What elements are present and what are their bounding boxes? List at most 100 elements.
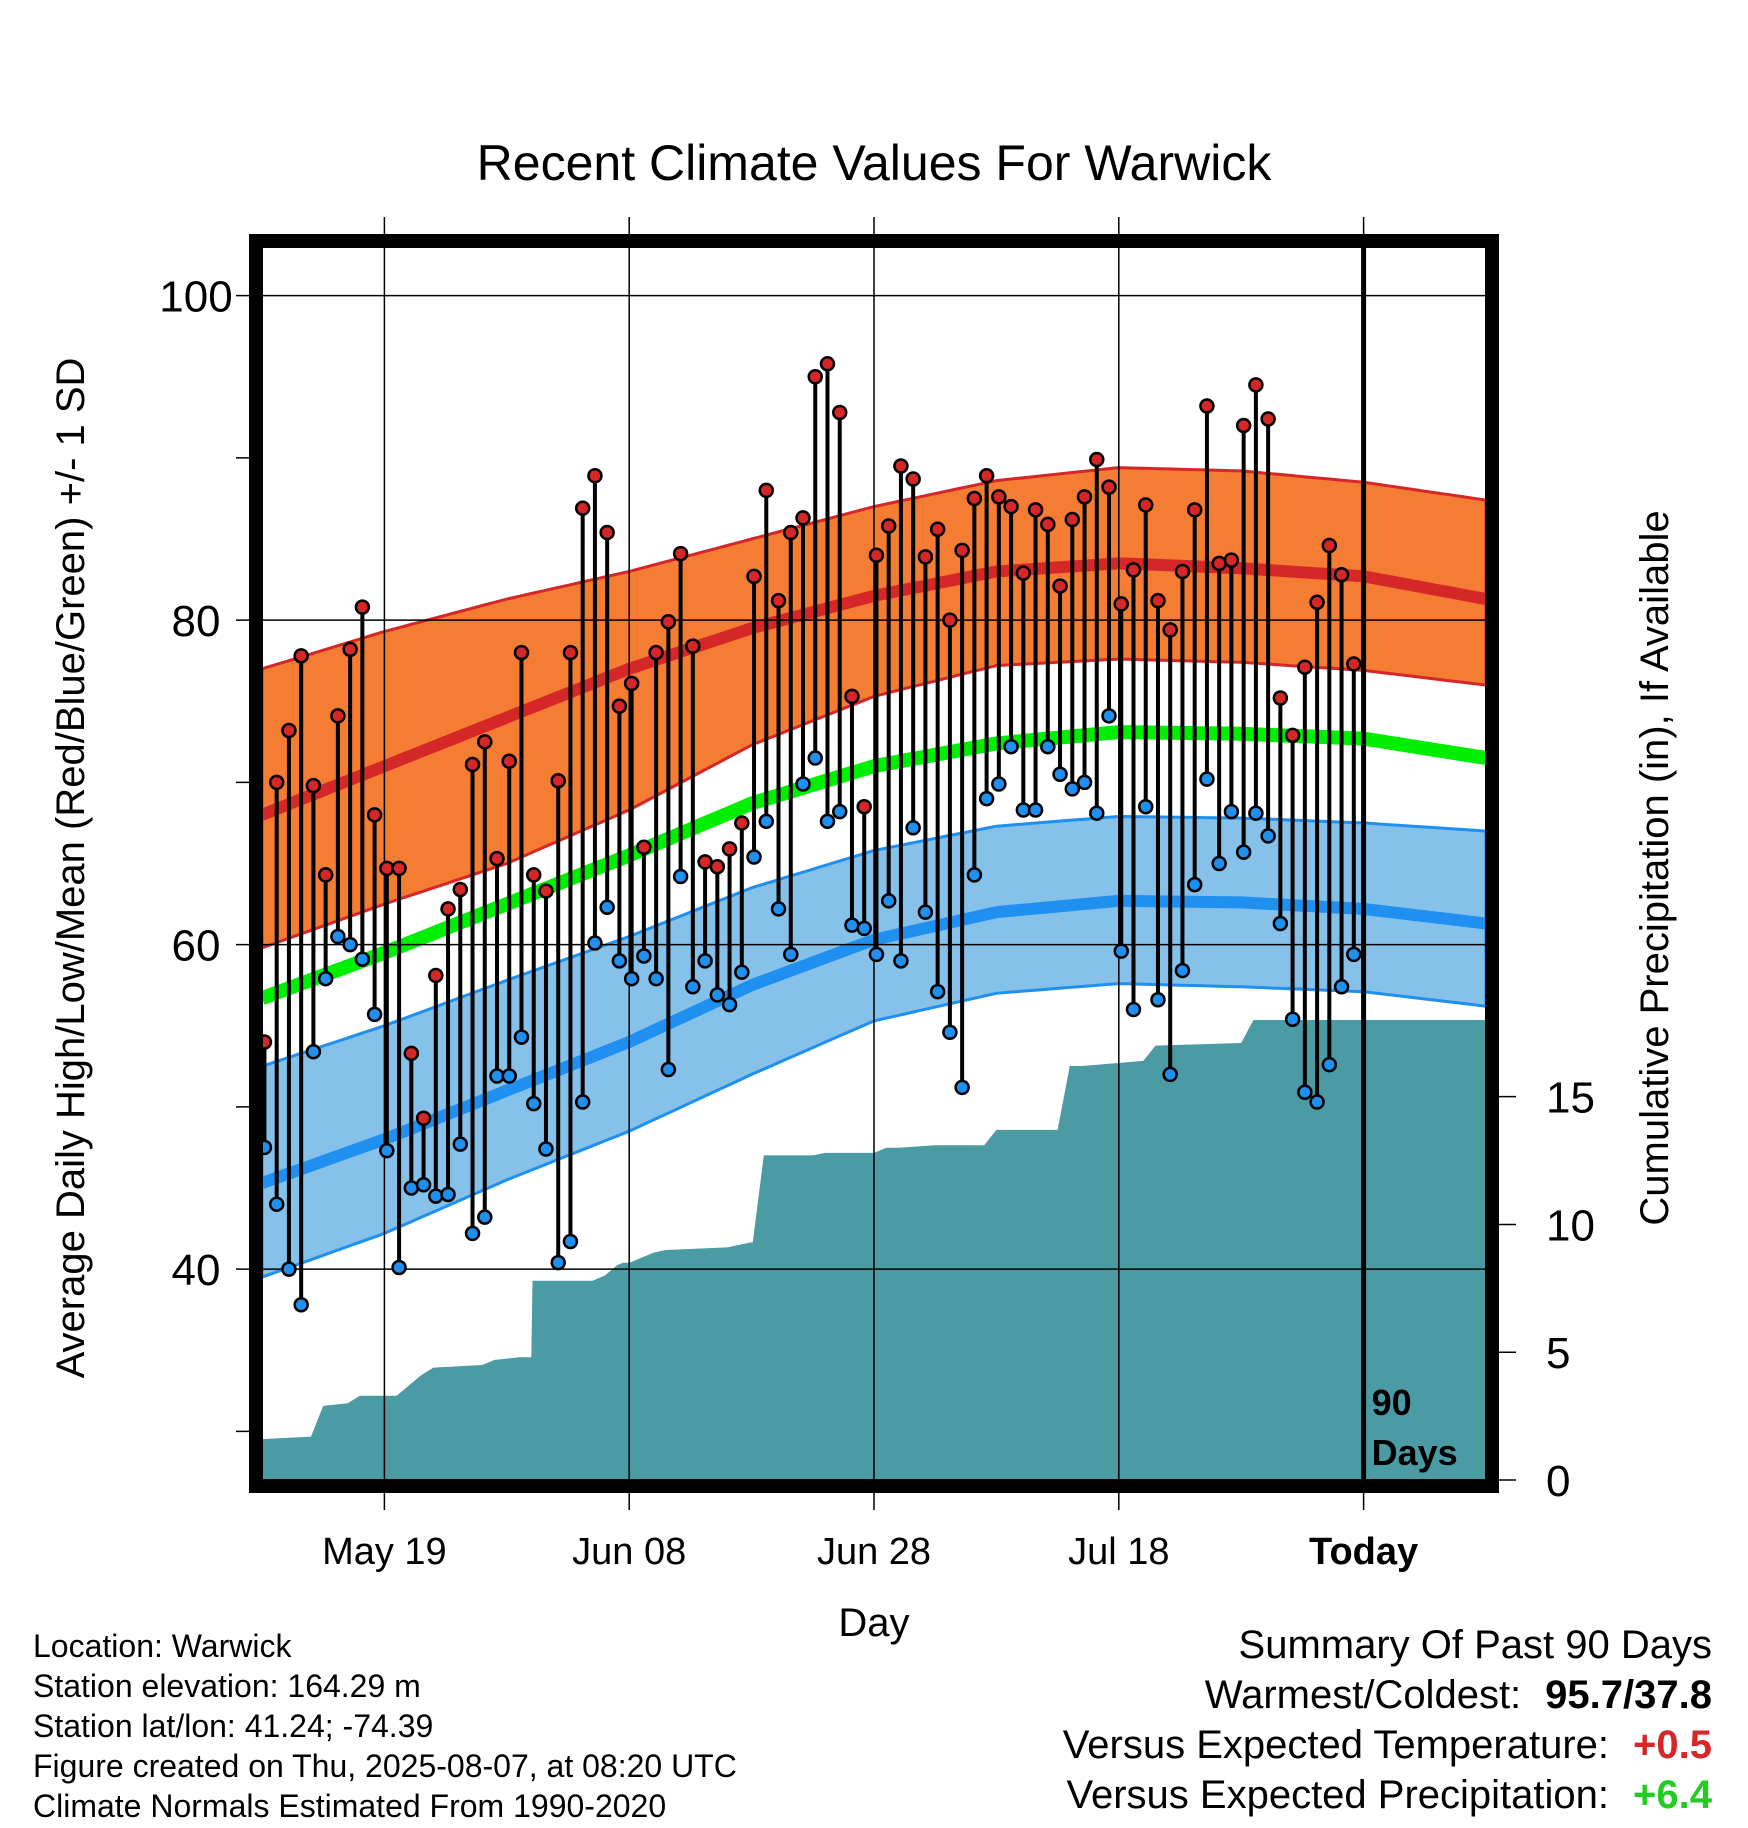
low-point — [929, 983, 946, 1000]
high-point — [403, 1045, 420, 1062]
low-point — [1309, 1094, 1325, 1110]
low-point — [1223, 803, 1240, 820]
high-point — [991, 489, 1007, 505]
high-point — [268, 774, 285, 791]
low-point — [966, 867, 983, 883]
summary-title: Summary Of Past 90 Days — [1238, 1623, 1712, 1667]
high-point — [893, 458, 909, 474]
high-point — [452, 881, 469, 898]
low-point — [281, 1261, 297, 1277]
low-point — [1052, 766, 1068, 783]
high-point — [636, 839, 652, 856]
high-point — [1333, 566, 1350, 583]
high-point — [734, 815, 750, 831]
high-point — [366, 807, 383, 823]
low-point — [758, 813, 775, 830]
low-point — [513, 1029, 530, 1045]
low-point — [1162, 1066, 1178, 1083]
elevation-text: Station elevation: 164.29 m — [33, 1668, 421, 1704]
precip-label: Versus Expected Precipitation: — [1066, 1773, 1610, 1817]
low-point — [562, 1233, 579, 1250]
high-point — [746, 568, 762, 585]
high-point — [440, 901, 456, 917]
high-point — [758, 482, 775, 499]
high-point — [354, 599, 371, 615]
high-point — [795, 510, 811, 526]
high-point — [330, 708, 346, 724]
low-point — [942, 1024, 958, 1040]
location-text: Location: Warwick — [33, 1628, 292, 1664]
y-tick-label: 100 — [159, 273, 232, 322]
high-point — [501, 753, 517, 770]
high-point — [1248, 377, 1264, 393]
low-point — [623, 970, 640, 987]
high-point — [477, 734, 493, 750]
low-point — [1186, 876, 1203, 893]
low-point — [697, 953, 713, 969]
low-point — [648, 970, 664, 987]
low-point — [611, 953, 628, 969]
high-point — [709, 858, 726, 875]
low-point — [1089, 805, 1105, 821]
high-point — [1235, 417, 1252, 434]
low-point — [1125, 1001, 1142, 1018]
high-point — [954, 542, 970, 559]
high-point — [1346, 656, 1362, 672]
high-point — [819, 356, 836, 372]
x-tick-label: Jun 28 — [817, 1531, 931, 1573]
warm-cold-value: 95.7/37.8 — [1545, 1673, 1712, 1717]
high-point — [293, 648, 309, 664]
high-point — [1272, 690, 1289, 706]
low-point — [1235, 844, 1252, 860]
low-point — [501, 1068, 517, 1084]
temp-value: +0.5 — [1633, 1723, 1712, 1767]
low-point — [1211, 855, 1227, 872]
high-point — [1321, 537, 1338, 554]
high-sd-band — [262, 466, 1486, 950]
high-point — [978, 468, 995, 484]
high-point — [844, 688, 860, 705]
low-point — [844, 917, 860, 933]
low-point — [807, 750, 823, 766]
low-point — [1333, 979, 1350, 995]
high-point — [525, 867, 542, 883]
high-point — [262, 1034, 273, 1050]
latlon-text: Station lat/lon: 41.24; -74.39 — [33, 1708, 434, 1744]
low-point — [721, 996, 738, 1013]
low-point — [366, 1006, 383, 1023]
high-point — [574, 500, 591, 516]
high-point — [1040, 516, 1056, 533]
low-point — [856, 920, 872, 937]
low-point — [525, 1095, 542, 1112]
y2-tick-label: 10 — [1546, 1201, 1595, 1250]
x-axis-label: Day — [838, 1601, 909, 1645]
low-point — [403, 1180, 420, 1196]
high-point — [342, 641, 358, 658]
low-point — [1003, 738, 1019, 755]
x-tick-label: Today — [1309, 1531, 1418, 1573]
low-point — [574, 1094, 591, 1110]
high-point — [672, 545, 689, 562]
high-point — [917, 549, 934, 565]
high-point — [942, 612, 958, 628]
high-point — [611, 698, 628, 714]
high-point — [550, 773, 566, 789]
chart-title: Recent Climate Values For Warwick — [477, 135, 1273, 191]
low-point — [464, 1225, 481, 1242]
low-point — [660, 1061, 677, 1078]
low-point — [354, 951, 371, 967]
high-point — [1089, 451, 1105, 468]
normals-text: Climate Normals Estimated From 1990-2020 — [33, 1788, 667, 1824]
low-point — [734, 964, 750, 980]
high-point — [428, 967, 444, 984]
low-point — [440, 1186, 456, 1203]
low-point — [1101, 708, 1117, 724]
high-point — [623, 675, 640, 692]
low-point — [1076, 774, 1093, 791]
station-info: Location: Warwick Station elevation: 164… — [33, 1626, 737, 1826]
temp-label: Versus Expected Temperature: — [1062, 1723, 1610, 1767]
warm-cold-label: Warmest/Coldest: — [1204, 1673, 1522, 1717]
low-point — [477, 1209, 493, 1225]
y-tick-label: 60 — [172, 922, 221, 971]
low-point — [599, 899, 615, 916]
